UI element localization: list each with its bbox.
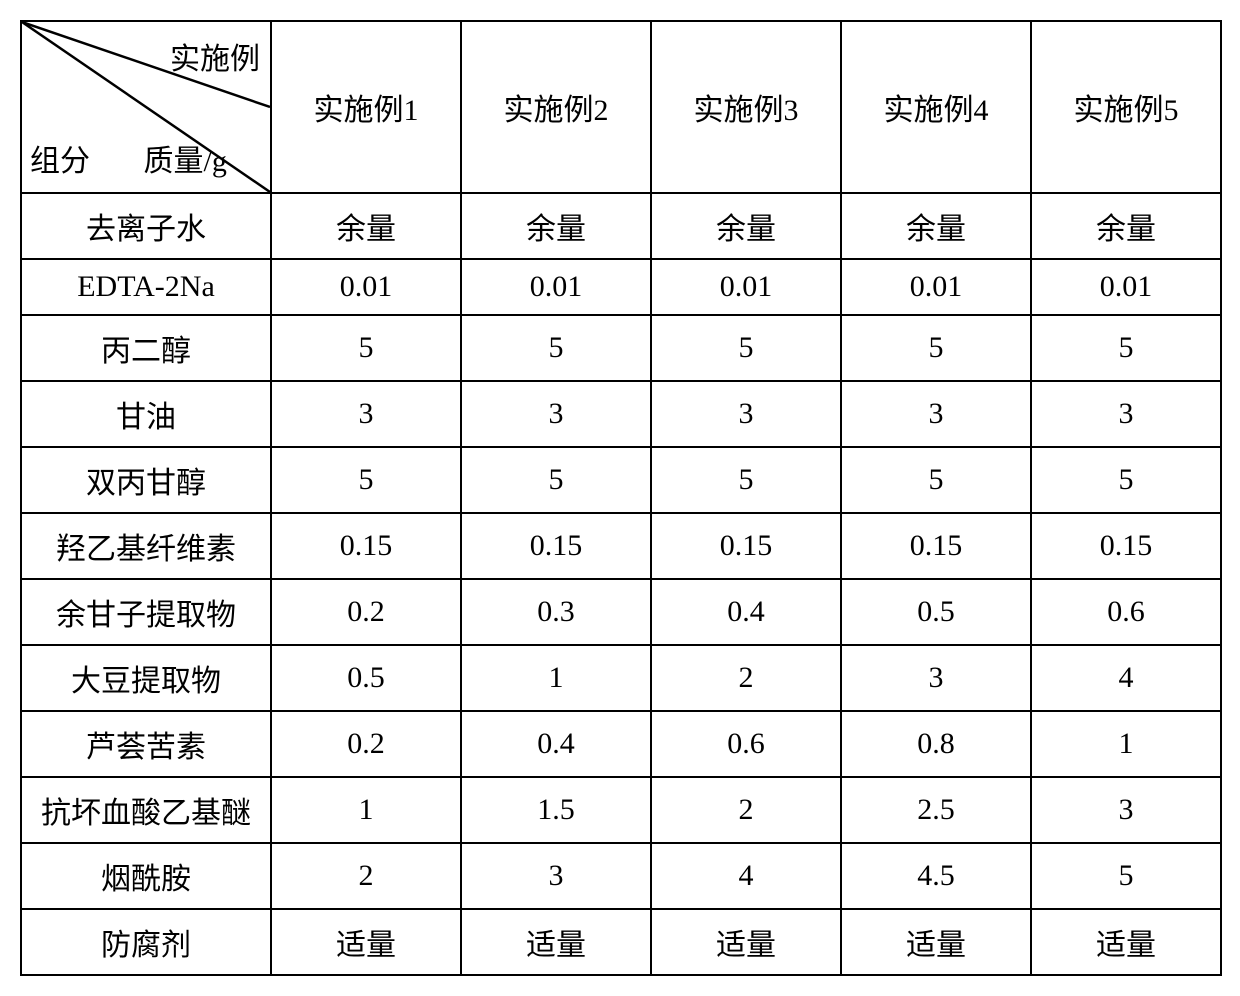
cell: 5 [271, 447, 461, 513]
table-row: 双丙甘醇55555 [21, 447, 1221, 513]
table-row: 丙二醇55555 [21, 315, 1221, 381]
cell: 5 [461, 447, 651, 513]
cell: 0.15 [841, 513, 1031, 579]
cell: 0.15 [1031, 513, 1221, 579]
cell: 3 [461, 381, 651, 447]
cell: 3 [271, 381, 461, 447]
cell: 3 [1031, 777, 1221, 843]
row-name: 余甘子提取物 [21, 579, 271, 645]
cell: 余量 [1031, 193, 1221, 259]
table-row: 去离子水余量余量余量余量余量 [21, 193, 1221, 259]
cell: 3 [461, 843, 651, 909]
cell: 5 [271, 315, 461, 381]
cell: 0.8 [841, 711, 1031, 777]
cell: 余量 [841, 193, 1031, 259]
column-header: 实施例5 [1031, 21, 1221, 193]
formulation-table-container: 实施例 组分 质量/g 实施例1 实施例2 实施例3 实施例4 实施例5 去离子… [20, 20, 1220, 976]
row-name: 双丙甘醇 [21, 447, 271, 513]
row-name: 防腐剂 [21, 909, 271, 975]
formulation-table: 实施例 组分 质量/g 实施例1 实施例2 实施例3 实施例4 实施例5 去离子… [20, 20, 1222, 976]
cell: 5 [841, 315, 1031, 381]
cell: 0.01 [461, 259, 651, 315]
cell: 余量 [651, 193, 841, 259]
cell: 3 [841, 381, 1031, 447]
table-row: 防腐剂适量适量适量适量适量 [21, 909, 1221, 975]
header-diag-mid-label: 质量/g [144, 136, 227, 180]
cell: 适量 [271, 909, 461, 975]
header-diag-left-label: 组分 [30, 136, 90, 180]
cell: 0.2 [271, 711, 461, 777]
cell: 3 [651, 381, 841, 447]
cell: 0.15 [271, 513, 461, 579]
cell: 余量 [271, 193, 461, 259]
cell: 5 [461, 315, 651, 381]
cell: 5 [841, 447, 1031, 513]
column-header: 实施例2 [461, 21, 651, 193]
cell: 2.5 [841, 777, 1031, 843]
cell: 1 [271, 777, 461, 843]
cell: 1 [461, 645, 651, 711]
cell: 0.3 [461, 579, 651, 645]
cell: 余量 [461, 193, 651, 259]
cell: 3 [841, 645, 1031, 711]
cell: 0.5 [841, 579, 1031, 645]
cell: 4 [651, 843, 841, 909]
cell: 0.01 [651, 259, 841, 315]
cell: 0.6 [1031, 579, 1221, 645]
cell: 5 [1031, 447, 1221, 513]
row-name: 抗坏血酸乙基醚 [21, 777, 271, 843]
cell: 1 [1031, 711, 1221, 777]
table-row: 羟乙基纤维素0.150.150.150.150.15 [21, 513, 1221, 579]
cell: 0.2 [271, 579, 461, 645]
row-name: 丙二醇 [21, 315, 271, 381]
cell: 2 [651, 777, 841, 843]
column-header: 实施例4 [841, 21, 1031, 193]
table-row: 大豆提取物0.51234 [21, 645, 1221, 711]
cell: 3 [1031, 381, 1221, 447]
header-diag-top-label: 实施例 [170, 34, 260, 78]
cell: 0.01 [1031, 259, 1221, 315]
row-name: 芦荟苦素 [21, 711, 271, 777]
row-name: 羟乙基纤维素 [21, 513, 271, 579]
cell: 0.01 [841, 259, 1031, 315]
cell: 1.5 [461, 777, 651, 843]
table-body: 去离子水余量余量余量余量余量 EDTA-2Na0.010.010.010.010… [21, 193, 1221, 975]
row-name: 烟酰胺 [21, 843, 271, 909]
cell: 适量 [1031, 909, 1221, 975]
cell: 5 [651, 315, 841, 381]
row-name: 去离子水 [21, 193, 271, 259]
cell: 适量 [841, 909, 1031, 975]
cell: 2 [651, 645, 841, 711]
column-header: 实施例3 [651, 21, 841, 193]
cell: 0.01 [271, 259, 461, 315]
cell: 0.15 [461, 513, 651, 579]
cell: 0.5 [271, 645, 461, 711]
row-name: 大豆提取物 [21, 645, 271, 711]
row-name: EDTA-2Na [21, 259, 271, 315]
cell: 5 [1031, 315, 1221, 381]
cell: 0.4 [651, 579, 841, 645]
table-row: 芦荟苦素0.20.40.60.81 [21, 711, 1221, 777]
cell: 0.15 [651, 513, 841, 579]
cell: 适量 [461, 909, 651, 975]
cell: 适量 [651, 909, 841, 975]
table-row: 抗坏血酸乙基醚11.522.53 [21, 777, 1221, 843]
cell: 4 [1031, 645, 1221, 711]
cell: 5 [1031, 843, 1221, 909]
table-header-row: 实施例 组分 质量/g 实施例1 实施例2 实施例3 实施例4 实施例5 [21, 21, 1221, 193]
row-name: 甘油 [21, 381, 271, 447]
table-row: EDTA-2Na0.010.010.010.010.01 [21, 259, 1221, 315]
cell: 5 [651, 447, 841, 513]
cell: 0.4 [461, 711, 651, 777]
cell: 4.5 [841, 843, 1031, 909]
column-header: 实施例1 [271, 21, 461, 193]
cell: 2 [271, 843, 461, 909]
cell: 0.6 [651, 711, 841, 777]
header-diagonal-cell: 实施例 组分 质量/g [21, 21, 271, 193]
table-row: 甘油33333 [21, 381, 1221, 447]
table-row: 余甘子提取物0.20.30.40.50.6 [21, 579, 1221, 645]
table-row: 烟酰胺2344.55 [21, 843, 1221, 909]
